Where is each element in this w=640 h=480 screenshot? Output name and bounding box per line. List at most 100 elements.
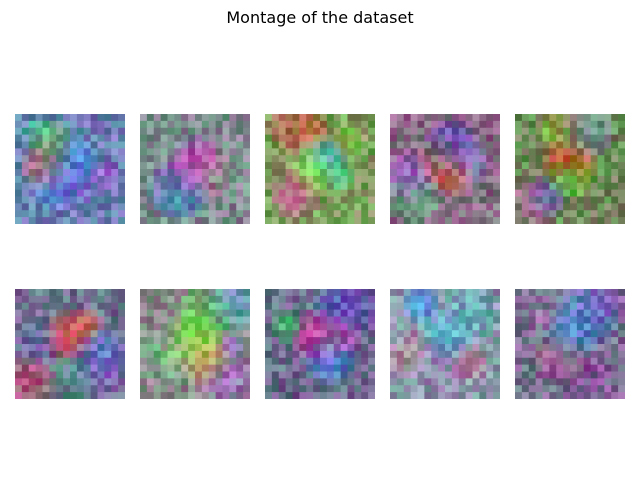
montage-pixel [216,323,223,330]
montage-pixel [15,128,22,135]
montage-pixel [529,217,536,224]
montage-pixel [431,303,438,310]
montage-pixel [390,142,397,149]
montage-pixel [84,289,91,296]
montage-pixel [98,203,105,210]
montage-pixel [334,114,341,121]
montage-pixel [265,210,272,217]
montage-pixel [334,142,341,149]
montage-pixel [604,337,611,344]
montage-pixel [265,135,272,142]
montage-pixel [466,289,473,296]
montage-pixel [327,317,334,324]
montage-pixel [299,114,306,121]
montage-pixel [354,365,361,372]
montage-pixel [529,197,536,204]
montage-pixel [91,114,98,121]
montage-pixel [209,378,216,385]
montage-pixel [327,330,334,337]
montage-pixel [236,217,243,224]
montage-pixel [404,176,411,183]
montage-pixel [104,162,111,169]
montage-pixel [286,217,293,224]
montage-pixel [43,337,50,344]
montage-pixel [418,351,425,358]
montage-pixel [493,169,500,176]
montage-pixel [522,344,529,351]
montage-pixel [341,190,348,197]
montage-pixel [584,372,591,379]
montage-pixel [604,344,611,351]
montage-pixel [286,323,293,330]
montage-pixel [543,114,550,121]
montage-pixel [536,148,543,155]
montage-pixel [431,148,438,155]
montage-pixel [77,337,84,344]
montage-pixel [195,385,202,392]
montage-pixel [598,121,605,128]
montage-pixel [584,183,591,190]
montage-pixel [556,365,563,372]
montage-pixel [22,217,29,224]
montage-pixel [529,358,536,365]
montage-pixel [418,358,425,365]
montage-pixel [529,392,536,399]
montage-pixel [36,155,43,162]
montage-pixel [411,162,418,169]
montage-pixel [577,289,584,296]
montage-pixel [216,128,223,135]
montage-pixel [293,203,300,210]
montage-pixel [556,358,563,365]
montage-pixel [563,337,570,344]
montage-pixel [84,210,91,217]
montage-pixel [22,176,29,183]
montage-pixel [174,378,181,385]
montage-pixel [418,210,425,217]
montage-pixel [404,183,411,190]
montage-pixel [181,190,188,197]
montage-pixel [140,351,147,358]
montage-pixel [522,317,529,324]
montage-pixel [348,155,355,162]
montage-pixel [515,121,522,128]
montage-pixel [598,296,605,303]
montage-pixel [272,203,279,210]
montage-pixel [104,323,111,330]
montage-pixel [348,197,355,204]
montage-pixel [104,378,111,385]
montage-pixel [584,365,591,372]
montage-pixel [431,169,438,176]
montage-pixel [361,203,368,210]
montage-pixel [111,148,118,155]
montage-pixel [341,148,348,155]
montage-pixel [424,296,431,303]
montage-pixel [174,176,181,183]
montage-pixel [368,385,375,392]
montage-pixel [216,385,223,392]
montage-pixel [536,296,543,303]
montage-pixel [529,330,536,337]
montage-pixel [147,121,154,128]
montage-pixel [591,217,598,224]
montage-pixel [63,323,70,330]
montage-pixel [390,183,397,190]
montage-pixel [556,392,563,399]
montage-pixel [91,169,98,176]
montage-pixel [306,203,313,210]
montage-pixel [459,176,466,183]
montage-pixel [36,162,43,169]
montage-pixel [445,372,452,379]
montage-pixel [397,337,404,344]
montage-pixel [111,337,118,344]
montage-pixel [320,121,327,128]
montage-pixel [334,378,341,385]
montage-pixel [334,385,341,392]
montage-pixel [611,358,618,365]
montage-pixel [286,203,293,210]
montage-pixel [334,317,341,324]
montage-pixel [418,176,425,183]
montage-pixel [111,344,118,351]
montage-pixel [43,378,50,385]
montage-pixel [577,337,584,344]
montage-pixel [604,162,611,169]
